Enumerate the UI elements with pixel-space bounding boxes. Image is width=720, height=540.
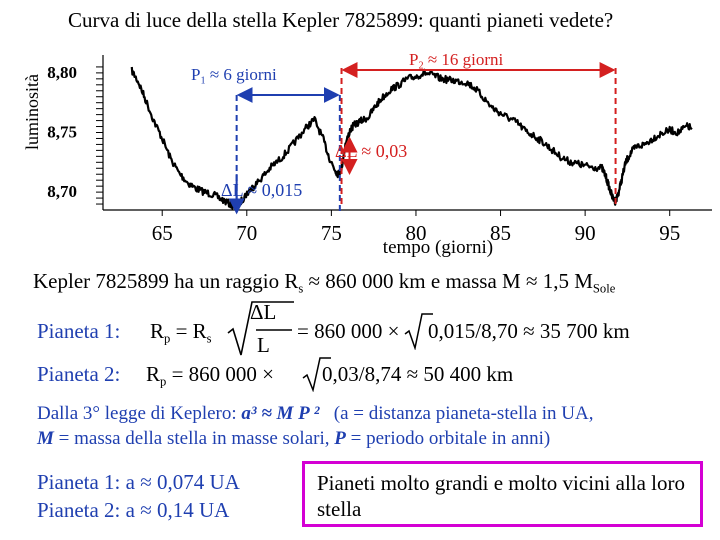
planet-1-radius-prefix: Pianeta 1: [37, 319, 121, 343]
x-tick-label: 65 [152, 221, 173, 245]
planet-1-radius-value: 0,015/8,70 ≈ 35 700 km [428, 319, 630, 343]
delta-l-2-label: ΔL ≈ 0,03 [335, 141, 408, 161]
planet-1-distance: Pianeta 1: a ≈ 0,074 UA [37, 470, 240, 494]
kepler-law-line-2: M = massa della stella in masse solari, … [37, 428, 551, 449]
y-tick-label: 8,75 [47, 123, 77, 142]
conclusion-box: Pianeti molto grandi e molto vicini alla… [302, 461, 703, 527]
y-tick-label: 8,80 [47, 63, 77, 82]
x-tick-label: 95 [659, 221, 680, 245]
x-tick-label: 75 [321, 221, 342, 245]
x-tick-label: 85 [490, 221, 511, 245]
light-curve-line [130, 66, 693, 210]
sqrt-symbol [404, 313, 433, 350]
planet-1-radius-lhs: Rp = Rs [150, 319, 212, 346]
light-curve-chart: 8,80 8,75 8,70 65 70 75 80 85 90 95 luminosità temp… [22, 55, 712, 258]
y-axis-label: luminosità [22, 74, 42, 150]
x-tick-label: 90 [575, 221, 596, 245]
x-axis-label: tempo (giorni) [383, 237, 493, 258]
x-tick-label: 80 [405, 221, 426, 245]
delta-l-1-label: ΔL ≈ 0,015 [221, 180, 303, 200]
star-info: Kepler 7825899 ha un raggio Rs ≈ 860 000… [33, 269, 616, 296]
period-2-label: P2 ≈ 16 giorni [409, 50, 504, 72]
fraction-denominator: L [257, 333, 270, 357]
sqrt-symbol [227, 301, 294, 356]
period-1-label: P1 ≈ 6 giorni [191, 65, 277, 87]
x-tick-label: 70 [236, 221, 257, 245]
planet-2-radius-value: 0,03/8,74 ≈ 50 400 km [322, 362, 514, 386]
planet-2-radius-prefix: Pianeta 2: [37, 362, 121, 386]
y-tick-label: 8,70 [47, 182, 77, 201]
planet-2-distance: Pianeta 2: a ≈ 0,14 UA [37, 498, 230, 522]
planet-1-radius-rhs: = 860 000 × [297, 319, 400, 343]
kepler-law-line-1: Dalla 3° legge di Keplero: a³ ≈ M P ² (a… [37, 403, 594, 424]
planet-2-radius-lhs: Rp = 860 000 × [146, 362, 274, 389]
fraction-numerator: ΔL [250, 300, 277, 324]
sqrt-symbol [302, 357, 331, 392]
page-title: Curva di luce della stella Kepler 782589… [68, 8, 614, 32]
conclusion-text: Pianeti molto grandi e molto vicini alla… [317, 471, 686, 521]
